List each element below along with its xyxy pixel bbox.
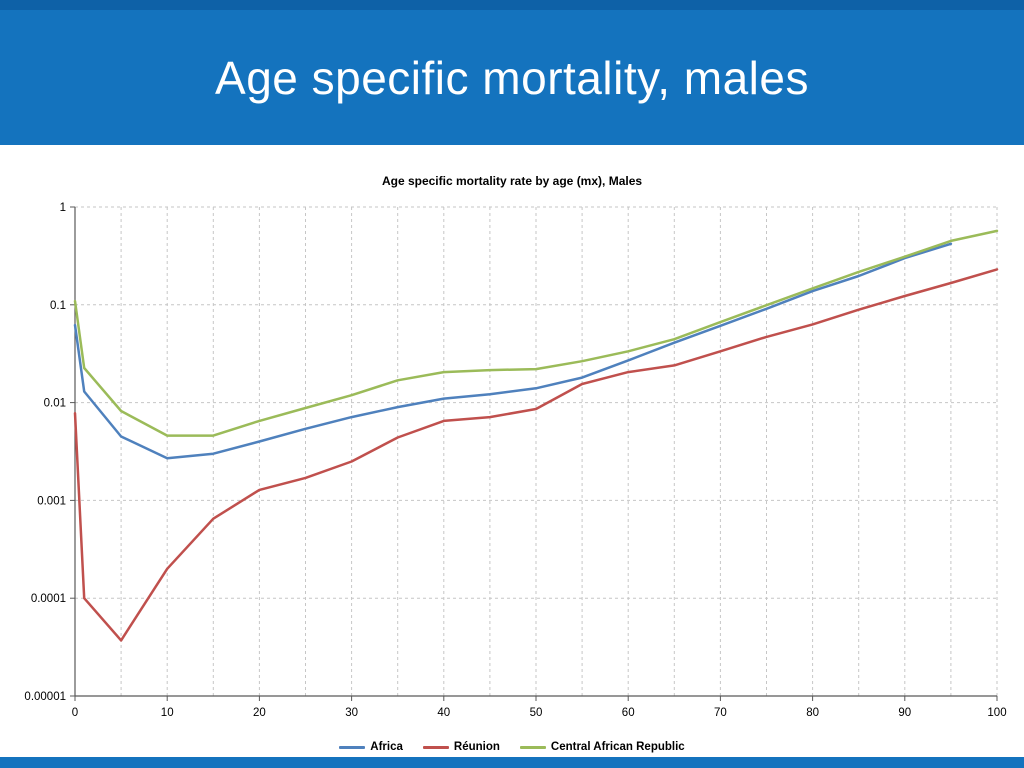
chart-legend: Africa Réunion Central African Republic	[0, 737, 1024, 757]
legend-swatch-africa	[339, 745, 366, 749]
legend-label-reunion: Réunion	[453, 741, 500, 753]
footer-strip	[0, 757, 1024, 768]
x-tick-label: 60	[622, 707, 635, 719]
legend-label-africa: Africa	[370, 741, 403, 753]
slide-header: Age specific mortality, males	[0, 10, 1024, 145]
legend-label-central-african-republic: Central African Republic	[550, 741, 685, 753]
x-tick-label: 10	[161, 707, 174, 719]
y-tick-label: 0.01	[44, 398, 66, 410]
legend-item-africa: Africa	[339, 741, 403, 753]
chart-title: Age specific mortality rate by age (mx),…	[381, 174, 643, 188]
y-tick-label: 1	[60, 202, 66, 214]
slide-title: Age specific mortality, males	[215, 51, 809, 104]
legend-item-reunion: Réunion	[422, 741, 500, 753]
x-tick-label: 0	[72, 707, 78, 719]
x-tick-label: 30	[345, 707, 358, 719]
series-line-central-african-republic	[73, 229, 999, 437]
legend-swatch-central-african-republic	[519, 745, 546, 749]
y-tick-label: 0.001	[37, 495, 66, 507]
x-tick-label: 80	[806, 707, 819, 719]
x-tick-label: 70	[714, 707, 727, 719]
x-tick-label: 100	[987, 707, 1006, 719]
y-tick-label: 0.0001	[31, 593, 66, 605]
x-tick-label: 40	[437, 707, 450, 719]
series-line-africa	[73, 242, 953, 460]
x-tick-label: 20	[253, 707, 266, 719]
legend-item-central-african-republic: Central African Republic	[519, 741, 685, 753]
y-tick-label: 0.00001	[24, 691, 66, 703]
legend-swatch-reunion	[422, 745, 449, 749]
x-tick-label: 90	[898, 707, 911, 719]
y-tick-label: 0.1	[50, 300, 66, 312]
x-tick-label: 50	[530, 707, 543, 719]
series-line-reunion	[73, 268, 999, 642]
header-top-strip	[0, 0, 1024, 10]
